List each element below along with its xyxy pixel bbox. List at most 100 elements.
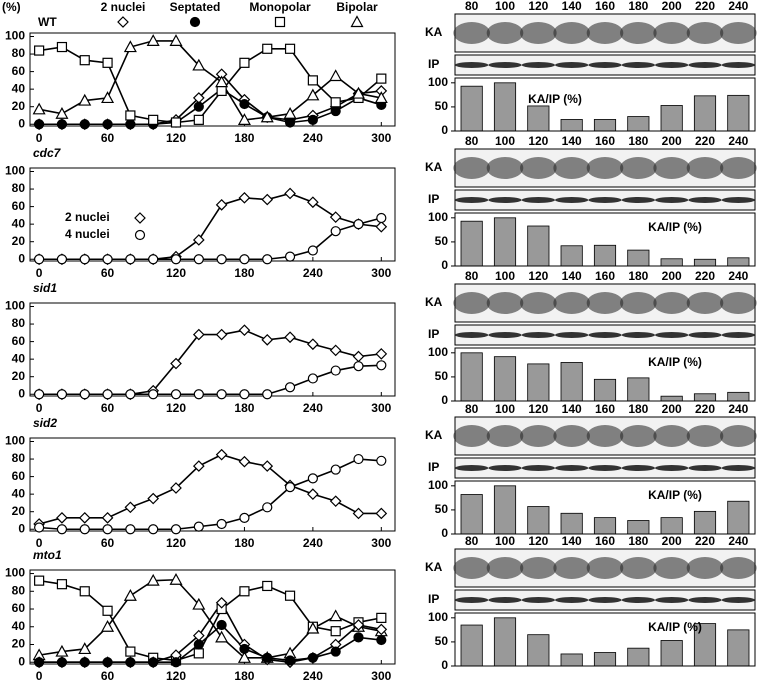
marker-square (376, 612, 387, 623)
marker-diamond (375, 623, 388, 636)
blot-band (455, 332, 489, 338)
blot-band (688, 197, 722, 203)
marker-square (216, 85, 227, 97)
x-tick-label: 300 (371, 401, 391, 415)
marker-triangle (329, 609, 343, 622)
blot-band (521, 465, 555, 471)
marker-square (102, 57, 113, 68)
plot-frame (454, 77, 756, 132)
blot-band (655, 62, 689, 68)
x-tick-label: 0 (36, 401, 43, 415)
bar (693, 95, 717, 132)
category-label: 140 (562, 134, 582, 148)
marker-circle (239, 389, 250, 400)
bar (560, 653, 583, 667)
blot-band (653, 22, 691, 44)
marker-circle (56, 119, 68, 130)
plot-frame (454, 347, 756, 402)
series-line (39, 329, 382, 396)
marker-circle (284, 655, 296, 666)
plot-frame (29, 32, 396, 127)
category-label: 120 (528, 269, 548, 283)
blot-band (455, 465, 489, 471)
x-tick-label: 300 (371, 131, 391, 145)
blot-band (555, 332, 589, 338)
y-tick-label: 20 (12, 504, 26, 518)
marker-circle (216, 619, 227, 631)
category-label: 180 (628, 269, 648, 283)
blot-band (720, 292, 757, 314)
marker-triangle (146, 573, 160, 586)
marker-diamond (238, 324, 251, 337)
marker-circle (284, 117, 296, 128)
category-label: 200 (662, 134, 682, 148)
plot-frame (29, 302, 396, 397)
blot-band (553, 292, 591, 314)
blot-band (555, 465, 589, 471)
y-tick-label: 0 (18, 251, 25, 265)
marker-circle (56, 254, 68, 265)
marker-triangle (306, 88, 320, 101)
marker-circle (125, 254, 136, 265)
marker-circle (125, 389, 136, 400)
marker-diamond (329, 495, 342, 508)
y-tick-label: 60 (12, 199, 26, 213)
x-tick-label: 60 (101, 266, 115, 280)
category-label: 140 (562, 402, 582, 416)
category-label: 140 (562, 0, 582, 13)
y-tick-label: 50 (435, 99, 449, 113)
y-tick-label: 20 (12, 99, 26, 113)
marker-circle (102, 389, 113, 400)
marker-square (262, 580, 273, 592)
marker-triangle (169, 573, 183, 585)
category-label: 80 (465, 134, 479, 148)
blot-band (620, 557, 657, 579)
bar (693, 393, 717, 402)
marker-diamond (352, 507, 365, 520)
y-tick-label: 40 (12, 351, 26, 365)
bar (493, 617, 517, 667)
marker-triangle (215, 75, 229, 88)
marker-square (330, 626, 341, 637)
category-label: 240 (728, 0, 748, 13)
blot-label: KA (425, 295, 443, 309)
marker-triangle (306, 621, 320, 634)
category-label: 200 (662, 0, 682, 13)
blot-band (653, 292, 691, 314)
marker-triangle (101, 91, 115, 104)
y-tick-label: 40 (12, 81, 26, 95)
blot-band (655, 597, 689, 603)
y-tick-label: 80 (12, 46, 26, 60)
marker-triangle (192, 58, 206, 71)
blot-band (621, 465, 655, 471)
annotation: KA/IP (%) (648, 620, 702, 634)
blot-band (453, 425, 490, 447)
y-tick-label: 40 (12, 619, 26, 633)
plot-frame (29, 569, 396, 665)
category-label: 100 (495, 402, 515, 416)
plot-frame (454, 480, 756, 535)
marker-circle (307, 652, 318, 663)
blot-band (553, 557, 591, 579)
bar (460, 85, 483, 132)
bar (727, 391, 750, 402)
chart-title: mto1 (33, 548, 62, 562)
marker-circle (102, 524, 113, 535)
blot-band (621, 62, 655, 68)
bar (527, 363, 550, 402)
bar (527, 634, 550, 667)
blot-band (521, 62, 555, 68)
marker-triangle (55, 644, 69, 657)
marker-circle (79, 389, 90, 400)
y-tick-label: 0 (441, 393, 448, 407)
x-tick-label: 60 (101, 536, 115, 550)
blot-label: IP (428, 57, 439, 71)
bar (593, 244, 617, 267)
marker-diamond (192, 234, 205, 246)
x-tick-label: 180 (234, 266, 254, 280)
category-label: 220 (695, 402, 715, 416)
category-label: 180 (628, 0, 648, 13)
marker-circle (353, 632, 364, 643)
marker-circle (34, 522, 45, 533)
marker-square (284, 43, 296, 54)
